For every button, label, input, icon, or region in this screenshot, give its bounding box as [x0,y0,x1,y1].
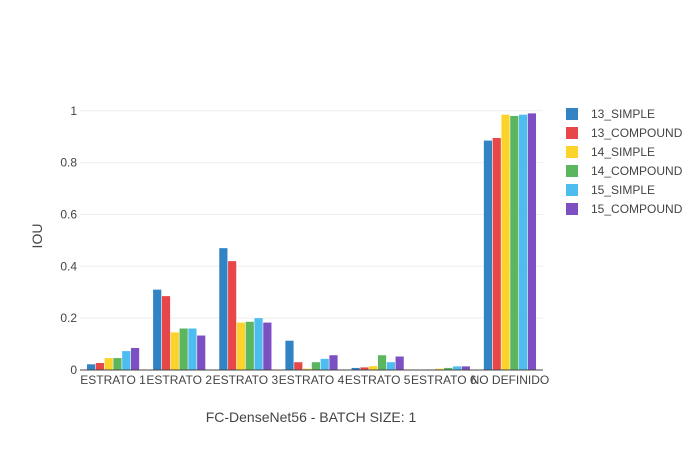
bar [162,296,170,370]
bar [113,358,121,370]
bar [378,355,386,370]
bar [122,351,130,370]
legend-label: 15_COMPOUND [591,202,683,216]
x-tick-label: ESTRATO 2 [146,373,212,387]
bar [254,318,262,370]
bar [501,115,509,370]
legend-swatch [566,108,578,120]
bar [285,341,293,370]
x-tick-label: ESTRATO 6 [411,373,477,387]
legend-item[interactable]: 14_COMPOUND [566,164,683,178]
y-tick-label: 0.2 [60,311,77,325]
bar [294,362,302,370]
bar [171,332,179,370]
bar [519,115,527,370]
y-tick-label: 0.4 [60,259,77,273]
bar [153,290,161,370]
bars [87,113,536,370]
legend-swatch [566,127,578,139]
legend-item[interactable]: 13_SIMPLE [566,107,655,121]
legend-item[interactable]: 15_COMPOUND [566,202,683,216]
x-tick-label: NO DEFINIDO [471,373,550,387]
bar [329,355,337,370]
bar [180,329,188,370]
bar [188,329,196,370]
bar [237,323,245,370]
bar [105,358,113,370]
bar [263,323,271,370]
legend-swatch [566,165,578,177]
bar [453,366,461,370]
legend-label: 13_SIMPLE [591,107,655,121]
legend-label: 14_COMPOUND [591,164,683,178]
bar [197,336,205,370]
bar [387,362,395,370]
y-axis-title: IOU [29,224,45,249]
grid-lines [80,111,543,318]
legend: 13_SIMPLE 13_COMPOUND 14_SIMPLE 14_COMPOUND… [566,107,683,216]
legend-item[interactable]: 13_COMPOUND [566,126,683,140]
legend-label: 14_SIMPLE [591,145,655,159]
bar [228,261,236,370]
x-tick-label: ESTRATO 1 [80,373,146,387]
bar [246,322,254,370]
bar [484,141,492,370]
legend-item[interactable]: 15_SIMPLE [566,183,655,197]
x-tick-label: ESTRATO 4 [279,373,345,387]
x-tick-label: ESTRATO 3 [213,373,279,387]
legend-swatch [566,184,578,196]
bar [493,138,501,370]
y-tick-label: 0 [70,363,77,377]
bar [219,248,227,370]
y-tick-label: 0.8 [60,156,77,170]
bar [87,364,95,370]
bar [312,362,320,370]
bar [462,366,470,370]
bar [510,116,518,370]
bar [396,357,404,370]
y-tick-label: 0.6 [60,207,77,221]
y-tick-label: 1 [70,104,77,118]
legend-item[interactable]: 14_SIMPLE [566,145,655,159]
bar [369,366,377,370]
legend-label: 13_COMPOUND [591,126,683,140]
bar [528,113,536,370]
legend-swatch [566,203,578,215]
bar [321,359,329,370]
x-tick-label: ESTRATO 5 [345,373,411,387]
bar [131,348,139,370]
x-axis-title: FC-DenseNet56 - BATCH SIZE: 1 [206,409,417,425]
bar [96,363,104,370]
legend-label: 15_SIMPLE [591,183,655,197]
legend-swatch [566,146,578,158]
